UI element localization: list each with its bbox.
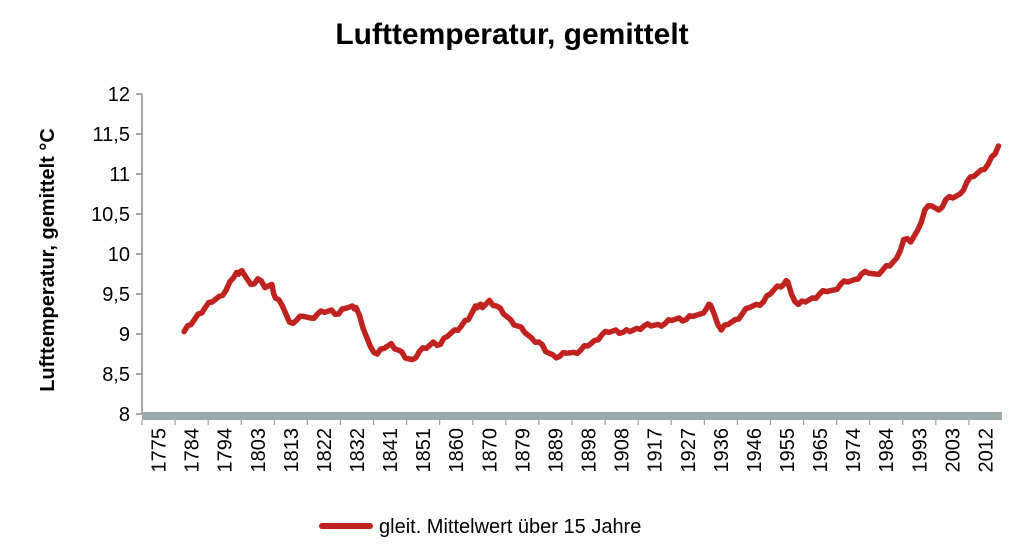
x-tick-label: 1965 — [810, 428, 832, 473]
x-tick-label: 1784 — [182, 428, 204, 473]
y-axis-label: Lufttemperatur, gemittelt °C — [37, 128, 59, 392]
x-tick-label: 1936 — [711, 428, 733, 473]
series-group — [181, 143, 1002, 363]
x-tick-label: 1993 — [909, 428, 931, 473]
x-tick-label: 2012 — [975, 428, 997, 473]
legend: gleit. Mittelwert über 15 Jahre — [319, 516, 641, 538]
x-axis: 1775 1784 1794 1803 1813 1822 1832 1841 1851 1860… — [141, 412, 1002, 473]
x-tick-label: 1841 — [380, 428, 402, 473]
x-tick-label: 1898 — [579, 428, 601, 473]
x-tick-label: 1946 — [744, 428, 766, 473]
x-tick-label: 1822 — [314, 428, 336, 473]
legend-label: gleit. Mittelwert über 15 Jahre — [379, 516, 641, 538]
x-tick-label: 1794 — [215, 428, 237, 473]
y-tick-label: 11,5 — [93, 124, 130, 146]
y-tick-label: 10 — [108, 244, 130, 266]
y-axis: 8 8,5 9 9,5 10 10,5 11 11,5 12 — [91, 84, 143, 426]
x-axis-band — [142, 412, 1002, 420]
x-tick-label: 1927 — [678, 428, 700, 473]
x-tick-label: 1908 — [612, 428, 634, 473]
series-line-0 — [181, 143, 1002, 363]
x-tick-label: 1870 — [479, 428, 501, 473]
x-tick-label: 1889 — [545, 428, 567, 473]
y-tick-label: 8,5 — [102, 364, 130, 386]
x-tick-label: 2003 — [942, 428, 964, 473]
x-tick-label: 1974 — [843, 428, 865, 473]
y-tick-label: 9 — [119, 324, 130, 346]
y-tick-label: 9,5 — [102, 284, 130, 306]
y-tick-label: 8 — [119, 404, 130, 426]
x-tick-label: 1832 — [347, 428, 369, 473]
y-tick-label: 12 — [108, 84, 130, 106]
x-tick-label: 1851 — [413, 428, 435, 473]
x-tick-label: 1860 — [446, 428, 468, 473]
x-tick-label: 1917 — [645, 428, 667, 473]
x-tick-label: 1955 — [777, 428, 799, 473]
y-tick-label: 11 — [109, 164, 130, 186]
y-tick-label: 10,5 — [91, 204, 130, 226]
x-tick-label: 1879 — [512, 428, 534, 473]
x-tick-label: 1775 — [149, 428, 171, 473]
x-tick-label: 1813 — [281, 428, 303, 473]
x-tick-label: 1984 — [876, 428, 898, 473]
chart-title: Lufttemperatur, gemittelt — [335, 18, 689, 51]
x-tick-label: 1803 — [248, 428, 270, 473]
